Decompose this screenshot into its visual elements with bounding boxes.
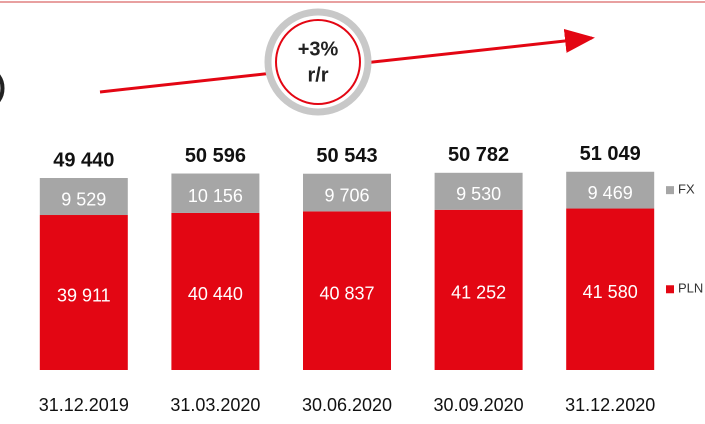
x-tick-label: 31.12.2020: [565, 395, 655, 415]
annotation-circle: [275, 19, 361, 105]
bar-segment: [303, 173, 391, 212]
value-label: 9 469: [588, 183, 633, 203]
value-label: 9 706: [324, 185, 369, 205]
x-tick-label: 31.12.2019: [39, 395, 129, 415]
bar-segment: [303, 211, 391, 370]
total-label: 50 782: [448, 144, 509, 166]
value-label: 41 580: [583, 282, 638, 302]
annotation-line1: +3%: [298, 38, 339, 60]
value-label: 10 156: [188, 186, 243, 206]
value-label: 39 911: [57, 285, 111, 305]
total-label: 50 596: [185, 145, 246, 167]
bar-segment: [39, 178, 128, 216]
total-label: 49 440: [53, 149, 114, 171]
total-label: 51 049: [580, 143, 641, 165]
x-tick-label: 30.09.2020: [434, 395, 524, 415]
bar-segment: [39, 215, 128, 370]
x-tick-label: 30.06.2020: [302, 395, 392, 415]
legend-label: PLN: [678, 281, 703, 296]
bar-segment: [434, 172, 523, 210]
bar-segment: [566, 171, 655, 209]
bar-segment: [171, 212, 260, 370]
value-label: 40 837: [319, 283, 374, 303]
legend-label: FX: [678, 182, 695, 197]
bar-segment: [171, 173, 260, 213]
annotation-line2: r/r: [307, 64, 328, 86]
value-label: 9 530: [456, 184, 501, 204]
value-label: 41 252: [451, 283, 506, 303]
legend-swatch: [666, 285, 674, 294]
value-label: 40 440: [188, 284, 243, 304]
value-label: 9 529: [61, 189, 106, 209]
legend-swatch: [666, 186, 674, 195]
title-fragment: ): [0, 70, 6, 103]
total-label: 50 543: [316, 145, 377, 167]
x-tick-label: 31.03.2020: [170, 395, 260, 415]
bar-segment: [566, 208, 655, 370]
bar-segment: [434, 209, 523, 370]
